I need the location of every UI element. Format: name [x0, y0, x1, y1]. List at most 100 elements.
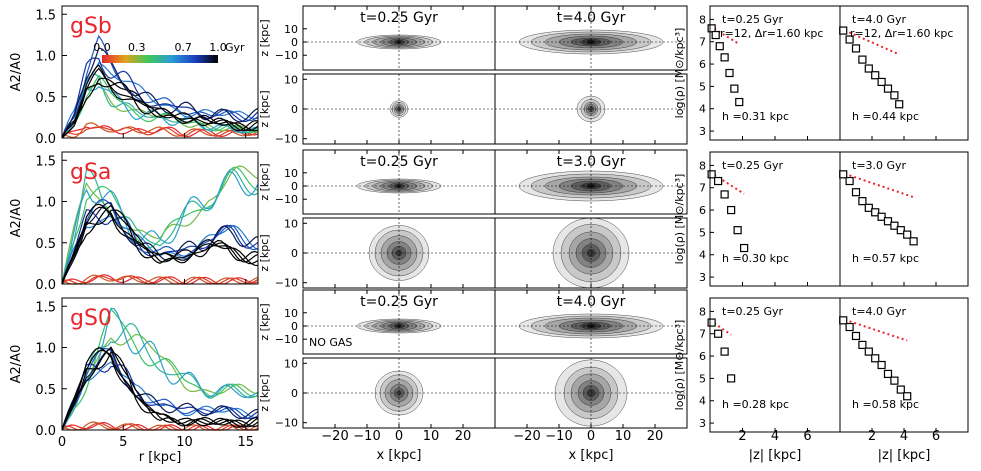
profile-time: t=3.0 Gyr [852, 159, 907, 172]
xtick-label: 10 [423, 429, 440, 444]
fit-line [839, 317, 908, 342]
profile-point [883, 217, 893, 226]
profile-point [851, 188, 861, 197]
profile-point [883, 84, 893, 93]
fit-line [709, 319, 732, 336]
profile-time: t=0.25 Gyr [722, 305, 784, 318]
ytick-label: 8 [699, 159, 706, 172]
ytick-label: 0.5 [35, 237, 56, 252]
scale-height: h =0.31 kpc [722, 110, 789, 123]
a2-curve [61, 349, 259, 431]
profile-point [871, 208, 880, 217]
profile-point [839, 26, 848, 35]
ytick-label: 0.0 [35, 132, 56, 147]
mid-xlabel: x [kpc] [377, 448, 422, 463]
ytick-label: −10 [275, 133, 298, 146]
ytick-label: 1.0 [35, 196, 56, 211]
ytick-label: 0.5 [35, 383, 56, 398]
profile-point [727, 205, 736, 215]
colorbar-tick: 0.0 [93, 41, 111, 54]
a2-curve [61, 206, 259, 285]
scale-height: h =0.28 kpc [722, 398, 789, 411]
xtick-label: 6 [803, 429, 811, 444]
ylabel: z [kpc] [258, 374, 271, 411]
a2-curve [61, 77, 259, 139]
xtick-label: 0 [587, 429, 595, 444]
ytick-label: 1.0 [35, 342, 56, 357]
snapshot-time: t=0.25 Gyr [360, 294, 438, 310]
profile-point [720, 53, 729, 62]
xtick-label: −20 [513, 429, 540, 444]
colorbar [102, 55, 218, 63]
profile-params: r=12, Δr=1.60 kpc [720, 27, 823, 40]
profile-point [903, 230, 912, 239]
ytick-label: 0 [291, 387, 298, 400]
scale-height: h =0.30 kpc [722, 252, 789, 265]
a2-curve [61, 47, 259, 139]
ytick-label: 4 [699, 103, 706, 116]
profile-frame [839, 297, 969, 433]
profile-point [839, 316, 848, 325]
left-xlabel: r [kpc] [139, 450, 182, 465]
ylabel: z [kpc] [258, 163, 271, 200]
a2-curve [61, 421, 259, 431]
profile-point [720, 190, 729, 199]
a2-curve [61, 275, 259, 285]
ytick-label: 8 [699, 305, 706, 318]
profile-point [877, 77, 886, 87]
ylabel: A2/A0 [9, 199, 24, 238]
a2-curve [61, 347, 259, 431]
ytick-label: 4 [699, 395, 706, 408]
ytick-label: 6 [699, 204, 706, 217]
ytick-label: 7 [699, 36, 706, 49]
profile-time: t=0.25 Gyr [722, 13, 784, 26]
profile-point [896, 385, 905, 394]
profile-point [707, 24, 716, 33]
xtick-label: −10 [353, 429, 380, 444]
scale-height: h =0.44 kpc [852, 110, 919, 123]
profile-point [725, 68, 734, 78]
ytick-label: 1.0 [35, 50, 56, 65]
profile-point [845, 176, 854, 186]
profile-point [707, 318, 716, 327]
snapshot-time: t=3.0 Gyr [557, 154, 626, 170]
ytick-label: 10 [284, 73, 298, 86]
colorbar-tick: 0.7 [174, 41, 192, 54]
profile-frame [709, 151, 841, 287]
profile-point [851, 331, 861, 341]
xtick-label: 6 [932, 429, 940, 444]
profile-point [883, 369, 893, 379]
profile-time: t=0.25 Gyr [722, 159, 784, 172]
profile-point [851, 44, 861, 53]
ytick-label: 1.5 [35, 154, 56, 169]
ytick-label: 1.5 [35, 300, 56, 315]
xtick-label: 20 [647, 429, 664, 444]
ytick-label: 5 [699, 226, 706, 239]
profile-point [720, 347, 729, 356]
ytick-label: 0.0 [35, 424, 56, 439]
profile-point [839, 170, 848, 179]
ytick-label: 0 [291, 103, 298, 116]
left-panel-frame [61, 297, 259, 431]
ylabel: log(ρ) [M⊙/kpc³] [673, 174, 686, 265]
profile-point [877, 360, 886, 370]
profile-point [711, 30, 720, 40]
ytick-label: 10 [284, 217, 298, 230]
profile-frame [839, 151, 969, 287]
xtick-label: 20 [455, 429, 472, 444]
ylabel: z [kpc] [258, 90, 271, 127]
ylabel: log(ρ) [M⊙/kpc³] [673, 320, 686, 411]
profile-point [871, 354, 880, 363]
colorbar-tick: 0.3 [128, 41, 146, 54]
xtick-label: 4 [900, 429, 908, 444]
snapshot-time: t=0.25 Gyr [360, 10, 438, 26]
xtick-label: −20 [321, 429, 348, 444]
xtick-label: 0 [58, 435, 66, 450]
profile-point [715, 42, 724, 51]
mid-xlabel: x [kpc] [569, 448, 614, 463]
ytick-label: −10 [275, 193, 298, 206]
ylabel: z [kpc] [258, 234, 271, 271]
no-gas-note: NO GAS [309, 336, 352, 349]
ylabel: log(ρ) [M⊙/kpc³] [673, 28, 686, 119]
xtick-label: 4 [771, 429, 779, 444]
